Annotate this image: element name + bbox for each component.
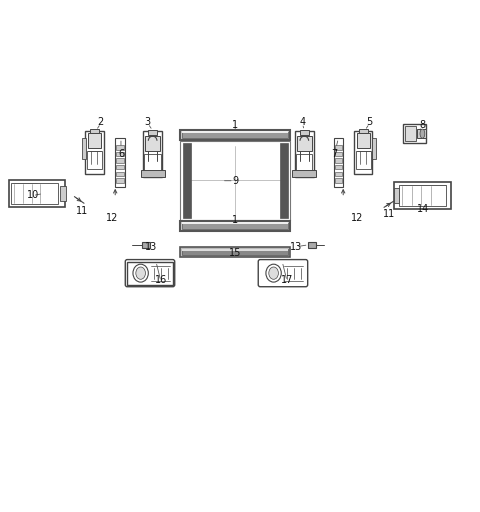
- Bar: [144, 154, 161, 172]
- Bar: [180, 221, 290, 231]
- Bar: [143, 131, 162, 177]
- Bar: [182, 222, 288, 224]
- Bar: [142, 242, 150, 248]
- Bar: [182, 132, 288, 138]
- Bar: [405, 126, 416, 141]
- Bar: [280, 143, 288, 218]
- Text: 10: 10: [26, 189, 39, 200]
- Bar: [116, 172, 124, 176]
- Text: 9: 9: [232, 176, 238, 186]
- Bar: [359, 129, 368, 133]
- Bar: [417, 129, 426, 138]
- Text: 5: 5: [366, 117, 373, 127]
- Bar: [356, 151, 371, 169]
- Bar: [399, 185, 446, 206]
- Text: 8: 8: [420, 120, 425, 131]
- Text: 17: 17: [281, 275, 293, 285]
- Bar: [335, 172, 342, 176]
- Text: 15: 15: [229, 248, 241, 259]
- Bar: [297, 136, 312, 151]
- Bar: [85, 131, 104, 174]
- Text: 11: 11: [75, 206, 88, 216]
- Bar: [116, 165, 124, 169]
- Bar: [11, 183, 58, 204]
- Ellipse shape: [420, 129, 425, 138]
- Bar: [116, 152, 124, 156]
- Bar: [9, 180, 65, 207]
- Bar: [116, 178, 124, 183]
- Text: 1: 1: [232, 120, 238, 131]
- Bar: [292, 170, 316, 177]
- Bar: [335, 165, 342, 169]
- Bar: [308, 242, 316, 248]
- Ellipse shape: [269, 267, 278, 280]
- Bar: [141, 170, 165, 177]
- Bar: [335, 152, 342, 156]
- Ellipse shape: [136, 267, 145, 280]
- Text: 14: 14: [417, 204, 430, 214]
- Bar: [335, 145, 342, 150]
- Text: 12: 12: [351, 213, 363, 223]
- Bar: [182, 249, 288, 255]
- Bar: [334, 138, 343, 187]
- Bar: [183, 143, 191, 218]
- Bar: [90, 129, 99, 133]
- Text: 12: 12: [106, 213, 118, 223]
- Text: 1: 1: [232, 215, 238, 225]
- Text: 13: 13: [145, 242, 157, 252]
- Bar: [82, 138, 86, 159]
- Bar: [180, 247, 290, 257]
- Bar: [295, 131, 314, 177]
- Bar: [182, 131, 288, 133]
- Text: 2: 2: [97, 117, 104, 127]
- Bar: [87, 151, 102, 169]
- Bar: [145, 136, 160, 151]
- Text: 16: 16: [155, 275, 167, 285]
- Bar: [372, 138, 376, 159]
- Bar: [354, 131, 372, 174]
- Text: 3: 3: [145, 117, 151, 127]
- Bar: [335, 158, 342, 163]
- Bar: [394, 182, 451, 209]
- Text: 4: 4: [300, 117, 305, 127]
- Bar: [357, 133, 370, 148]
- Bar: [182, 223, 288, 229]
- Text: 13: 13: [290, 242, 302, 252]
- Text: 6: 6: [118, 148, 124, 159]
- Bar: [296, 154, 312, 172]
- Bar: [115, 138, 125, 187]
- Bar: [394, 188, 399, 203]
- Bar: [88, 133, 101, 148]
- Text: 7: 7: [331, 148, 338, 159]
- Bar: [180, 130, 290, 140]
- Bar: [127, 262, 173, 285]
- Bar: [116, 145, 124, 150]
- Bar: [116, 158, 124, 163]
- Text: 11: 11: [383, 208, 395, 219]
- Bar: [335, 178, 342, 183]
- Bar: [403, 124, 426, 143]
- Bar: [182, 249, 288, 251]
- Bar: [300, 130, 309, 135]
- Bar: [60, 186, 66, 201]
- Bar: [180, 141, 290, 220]
- Bar: [148, 130, 157, 135]
